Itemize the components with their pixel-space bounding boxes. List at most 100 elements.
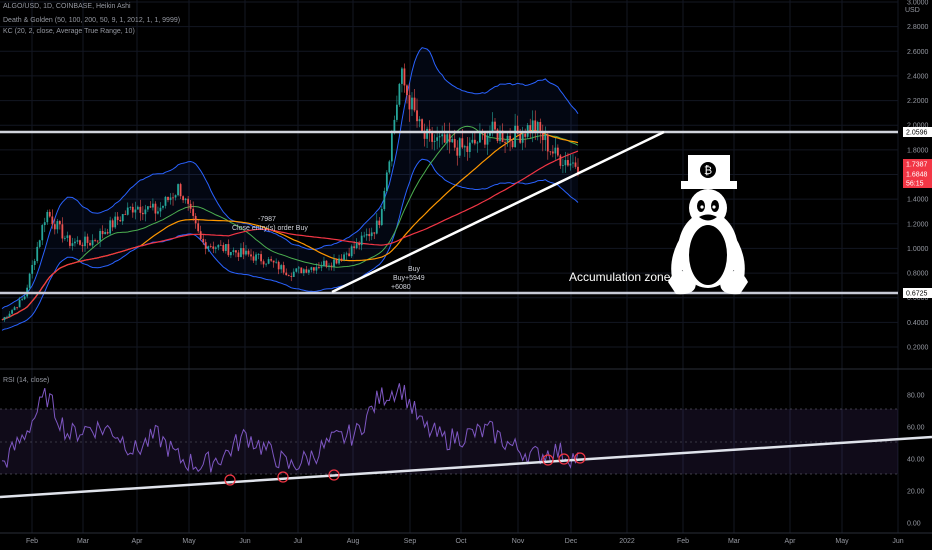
- candle-body: [270, 259, 273, 261]
- candle-body: [119, 220, 122, 222]
- time-axis[interactable]: Feb Mar Apr May Jun Jul Aug Sep Oct Nov Dec 2022 Feb…: [26, 538, 904, 545]
- candle-body: [237, 252, 240, 257]
- candle-body: [355, 243, 358, 249]
- candle-body: [242, 248, 245, 255]
- price-tick-label: 2.2000: [907, 98, 929, 105]
- candle-body: [466, 146, 469, 152]
- candle-body: [159, 207, 162, 212]
- candle-body: [559, 155, 562, 166]
- indicator-1-legend[interactable]: Death & Golden (50, 100, 200, 50, 9, 1, …: [3, 17, 181, 24]
- symbol-title[interactable]: ALGO/USD, 1D, COINBASE, Heikin Ashi: [3, 3, 131, 10]
- candle-body: [144, 209, 147, 215]
- candle-body: [504, 142, 506, 143]
- candles[interactable]: [3, 63, 579, 322]
- rsi-legend[interactable]: RSI (14, close): [3, 377, 50, 384]
- price-tick-label: 3.0000: [907, 0, 929, 7]
- price-tick-label: 1.8000: [907, 147, 929, 154]
- candle-body: [365, 233, 368, 236]
- currency-label: USD: [905, 7, 920, 14]
- candle-body: [421, 119, 423, 132]
- candle-body: [539, 122, 542, 133]
- candle-body: [378, 220, 381, 225]
- candle-body: [262, 261, 265, 265]
- rsi-touch-circle: [277, 471, 289, 483]
- candle-body: [43, 222, 46, 226]
- time-tick-label: Dec: [565, 538, 578, 545]
- price-tags: 2.0596 1.7387 1.6848 56:15 0.6725: [903, 127, 932, 298]
- candle-body: [189, 203, 192, 209]
- candle-body: [48, 211, 51, 217]
- candle-body: [406, 85, 408, 96]
- candle-body: [358, 243, 361, 246]
- candle-body: [235, 250, 237, 253]
- candle-body: [524, 133, 527, 137]
- ma-fast-line: [1, 125, 579, 321]
- keltner-lower-line: [1, 158, 579, 331]
- candle-body: [74, 241, 76, 244]
- candle-body: [56, 221, 59, 230]
- candle-body: [232, 250, 235, 253]
- time-tick-label: Mar: [77, 538, 90, 545]
- time-tick-label: Mar: [728, 538, 741, 545]
- candle-body: [6, 316, 8, 318]
- candle-body: [280, 265, 283, 270]
- candle-body: [99, 230, 101, 241]
- candle-body: [509, 135, 511, 142]
- time-tick-label: Aug: [347, 538, 360, 545]
- candle-body: [473, 139, 476, 144]
- rsi-tick-label: 80.00: [907, 393, 925, 400]
- candle-body: [257, 254, 260, 255]
- candle-body: [192, 208, 195, 216]
- candle-body: [46, 211, 49, 223]
- rising-trendline[interactable]: [331, 130, 665, 294]
- rsi-line: [1, 383, 579, 473]
- candle-body: [300, 267, 303, 274]
- candle-body: [245, 250, 247, 255]
- rsi-touch-circle: [328, 469, 340, 481]
- candle-body: [194, 215, 197, 224]
- candle-body: [403, 68, 406, 86]
- indicator-2-legend[interactable]: KC (20, 2, close, Average True Range, 10…: [3, 28, 135, 35]
- candle-body: [519, 133, 522, 143]
- price-tick-label: 2.0000: [907, 123, 929, 130]
- rsi-touch-circle: [224, 474, 236, 486]
- rsi-trendline[interactable]: [0, 435, 932, 499]
- candle-body: [318, 267, 320, 268]
- candle-body: [368, 233, 371, 237]
- candle-body: [340, 258, 343, 260]
- candle-body: [468, 142, 471, 152]
- candle-body: [131, 206, 134, 213]
- candle-body: [38, 240, 41, 247]
- candle-body: [536, 122, 539, 132]
- candle-body: [315, 267, 318, 271]
- candle-body: [21, 299, 24, 300]
- candle-body: [345, 253, 348, 255]
- candle-body: [544, 134, 547, 141]
- rsi-axis[interactable]: 80.00 60.00 40.00 20.00 0.00: [907, 393, 925, 528]
- price-tick-label: 2.4000: [907, 73, 929, 80]
- price-axis[interactable]: 3.0000 2.8000 2.6000 2.4000 2.2000 2.0000 1.80…: [907, 0, 929, 352]
- candle-body: [370, 232, 373, 237]
- candle-body: [350, 246, 353, 257]
- svg-text:₿: ₿: [704, 164, 712, 177]
- candle-body: [212, 246, 215, 249]
- candle-body: [217, 244, 220, 248]
- candle-body: [157, 211, 159, 214]
- candle-body: [76, 240, 79, 242]
- candle-body: [305, 269, 308, 273]
- candle-body: [541, 132, 544, 141]
- candle-body: [461, 138, 464, 148]
- candle-body: [222, 245, 225, 251]
- candle-body: [207, 246, 210, 249]
- candle-body: [252, 256, 255, 261]
- candle-body: [335, 259, 338, 264]
- candle-body: [338, 258, 340, 264]
- candle-body: [438, 136, 441, 138]
- candle-body: [484, 132, 486, 145]
- candle-body: [443, 134, 446, 143]
- keltner-upper-line: [1, 47, 579, 310]
- time-tick-label: Nov: [512, 538, 525, 545]
- candle-body: [71, 243, 74, 246]
- price-tick-label: 1.2000: [907, 221, 929, 228]
